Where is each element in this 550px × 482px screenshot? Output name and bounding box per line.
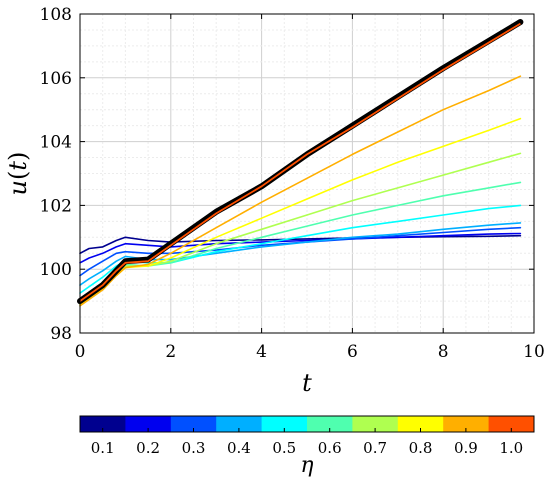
colorbar-tick-label: 0.4 — [227, 439, 251, 457]
colorbar-frame — [79, 415, 535, 433]
series-line-eta-0.5 — [79, 204, 522, 294]
x-tick-label: 6 — [347, 342, 358, 362]
colorbar-tick-label: 0.5 — [272, 439, 296, 457]
y-tick-label: 102 — [40, 196, 72, 216]
series-line-eta-0.9 — [79, 75, 522, 307]
x-tick-label: 2 — [165, 342, 176, 362]
colorbar-tick-label: 0.2 — [136, 439, 160, 457]
colorbar-tick-label: 0.1 — [91, 439, 115, 457]
y-tick-label: 106 — [40, 69, 72, 89]
series-line-eta-0.4 — [79, 222, 522, 286]
colorbar-swatch — [216, 416, 263, 432]
y-axis-label-group: u(t) — [4, 152, 32, 196]
series-line-eta-0.8 — [79, 117, 522, 306]
y-tick-label: 108 — [40, 5, 72, 25]
y-axis-label: u(t) — [4, 152, 32, 196]
plot-frame — [79, 13, 535, 334]
colorbar-swatch — [170, 416, 217, 432]
colorbar-swatch — [261, 416, 308, 432]
colorbar-swatch — [443, 416, 490, 432]
x-axis-label: t — [302, 369, 312, 397]
colorbar-swatch — [488, 416, 535, 432]
x-tick-label: 8 — [438, 342, 449, 362]
y-tick-label: 98 — [50, 324, 72, 344]
series-lines — [77, 19, 524, 307]
axis-ticks: 0 2 4 6 8 10 98 100 102 104 106 108 — [40, 5, 545, 362]
x-axis-label-group: t — [302, 369, 312, 397]
colorbar-tick-label: 0.7 — [363, 439, 387, 457]
colorbar-tick-label: 0.3 — [182, 439, 206, 457]
grid — [79, 13, 535, 334]
series-line-eta-1.0-overlay — [79, 22, 521, 302]
colorbar-swatch — [307, 416, 353, 432]
x-tick-label: 4 — [256, 342, 267, 362]
y-tick-label: 100 — [40, 260, 72, 280]
colorbar-tick-label: 1.0 — [499, 439, 523, 457]
colorbar-swatch — [397, 416, 444, 432]
x-tick-label: 0 — [75, 342, 86, 362]
colorbar-swatch — [125, 416, 172, 432]
series-line-eta-0.3 — [79, 226, 522, 277]
colorbar-swatch — [352, 416, 399, 432]
colorbar-tick-label: 0.9 — [454, 439, 478, 457]
colorbar-label: η — [300, 453, 313, 478]
x-tick-label: 10 — [523, 342, 545, 362]
y-tick-label: 104 — [40, 133, 72, 153]
colorbar-tick-label: 0.8 — [409, 439, 433, 457]
colorbar-swatch — [80, 416, 126, 432]
colorbar: 0.1 0.2 0.3 0.4 0.5 0.6 0.7 0.8 0.9 1.0 — [79, 415, 535, 457]
colorbar-tick-label: 0.6 — [318, 439, 342, 457]
